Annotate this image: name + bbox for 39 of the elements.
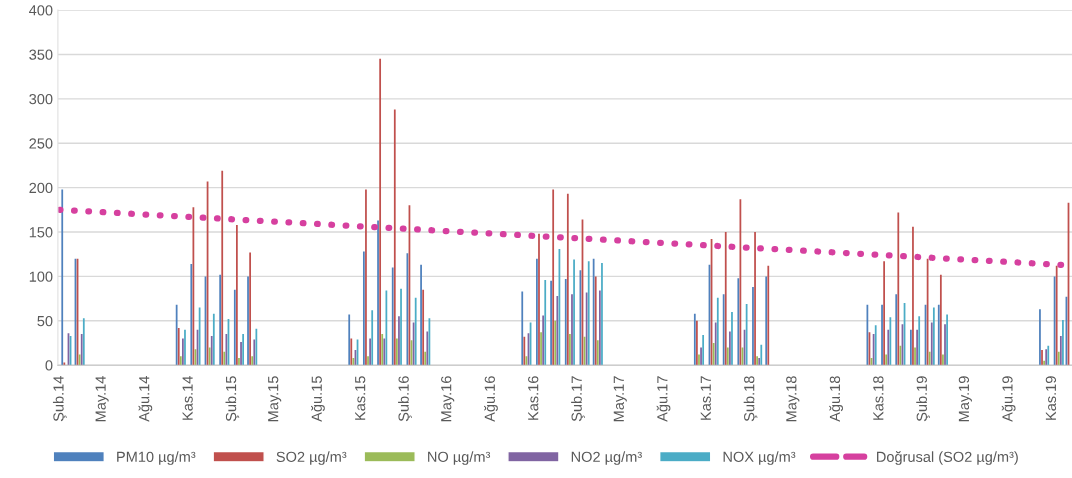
- x-tick-label: Ağu.17: [656, 376, 671, 422]
- x-tick-label: Kas.19: [1045, 376, 1057, 420]
- x-tick-label: Şub.19: [916, 376, 930, 422]
- x-tick-label: Kas.14: [182, 376, 193, 420]
- x-tick-label: Şub.15: [225, 376, 240, 422]
- y-tick-label: 150: [29, 227, 53, 238]
- x-tick-label: Ağu.19: [1001, 376, 1016, 422]
- x-tick-label: Şub.17: [571, 376, 585, 422]
- y-tick-label: 100: [29, 271, 53, 282]
- y-tick-label: 350: [29, 49, 53, 60]
- legend-label: NO2 µg/m³: [571, 451, 642, 465]
- x-tick-label: May.17: [613, 376, 627, 422]
- y-tick-label: 300: [29, 93, 53, 105]
- y-tick-label: 400: [29, 5, 53, 16]
- legend-label: PM10 µg/m³: [117, 451, 196, 465]
- y-tick-label: 0: [45, 360, 53, 371]
- x-tick-label: May.19: [958, 376, 972, 422]
- x-tick-label: May.18: [786, 376, 800, 422]
- x-tick-label: May.16: [441, 376, 455, 422]
- legend-label: NOX µg/m³: [723, 451, 796, 465]
- y-tick-label: 50: [37, 315, 53, 327]
- y-tick-label: 200: [29, 182, 53, 194]
- x-tick-label: Şub.14: [52, 376, 67, 422]
- x-tick-label: Kas.16: [528, 376, 539, 420]
- x-tick-label: May.15: [268, 376, 282, 422]
- x-tick-label: Kas.15: [355, 376, 366, 420]
- legend-label: NO µg/m³: [428, 451, 491, 465]
- legend-label: Doğrusal (SO2 µg/m³): [877, 451, 1018, 465]
- x-tick-label: Kas.17: [700, 376, 711, 420]
- x-tick-label: Ağu.16: [484, 376, 498, 422]
- x-tick-label: Kas.18: [873, 376, 884, 420]
- x-tick-label: Ağu.15: [311, 376, 325, 422]
- legend-label: SO2 µg/m³: [276, 451, 347, 465]
- x-tick-label: Ağu.14: [138, 376, 153, 422]
- y-tick-label: 250: [29, 138, 53, 149]
- x-tick-label: Şub.18: [743, 376, 758, 422]
- x-tick-label: May.14: [95, 376, 109, 422]
- x-tick-label: Şub.16: [398, 376, 412, 422]
- x-tick-label: Ağu.18: [829, 376, 843, 422]
